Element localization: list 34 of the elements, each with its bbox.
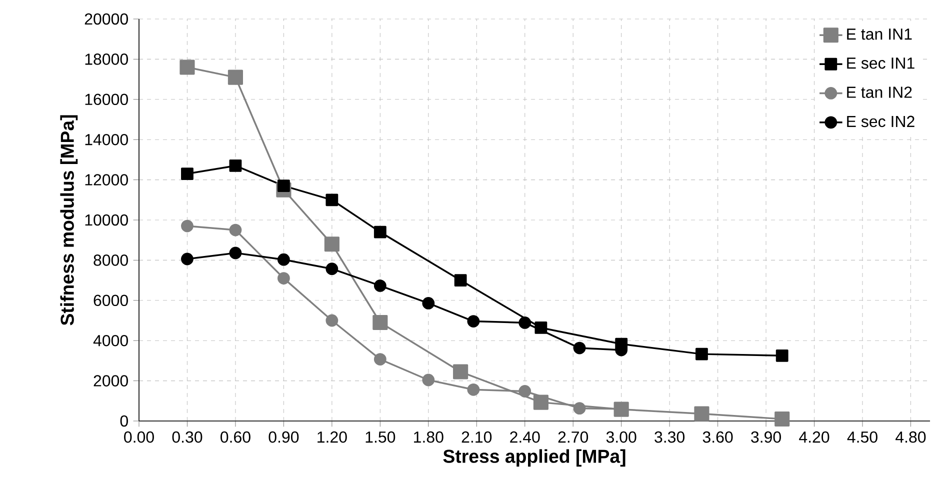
y-tick-label: 14000 xyxy=(85,134,128,146)
y-tick-label: 2000 xyxy=(94,375,128,386)
y-tick-label: 16000 xyxy=(85,94,128,106)
y-tick-label: 12000 xyxy=(85,174,128,186)
x-tick-label: 4.80 xyxy=(896,431,926,443)
x-tick-label: 1.20 xyxy=(318,431,347,443)
x-tick-label: 2.10 xyxy=(462,431,492,443)
legend-label: E tan IN2 xyxy=(847,86,912,98)
y-tick-label: 20000 xyxy=(84,13,128,25)
y-tick-label: 10000 xyxy=(85,214,128,226)
x-tick-label: 0.60 xyxy=(220,431,250,443)
y-tick-label: 18000 xyxy=(85,54,128,65)
legend-label: E sec IN1 xyxy=(847,58,914,69)
x-tick-label: 1.80 xyxy=(414,431,444,443)
x-tick-label: 0.00 xyxy=(124,431,154,443)
x-tick-label: 4.20 xyxy=(799,431,830,443)
legend-label: E sec IN2 xyxy=(847,116,914,128)
x-tick-label: 1.50 xyxy=(366,431,396,443)
x-tick-label: 4.50 xyxy=(847,431,878,443)
x-tick-label: 0.90 xyxy=(268,431,299,443)
x-tick-label: 3.30 xyxy=(654,431,685,443)
y-tick-label: 0 xyxy=(120,415,128,427)
x-tick-label: 0.30 xyxy=(172,431,202,443)
x-axis-title: Stress applied [MPa] xyxy=(443,449,626,467)
x-tick-label: 2.70 xyxy=(558,431,588,443)
x-tick-label: 3.60 xyxy=(702,431,733,443)
x-tick-label: 2.40 xyxy=(510,431,540,443)
legend-label: E tan IN1 xyxy=(847,28,912,40)
y-tick-label: 4000 xyxy=(93,334,128,346)
y-axis-title: Stifness modulus [MPa] xyxy=(60,115,78,326)
y-tick-label: 6000 xyxy=(94,294,128,306)
x-tick-label: 3.00 xyxy=(606,431,636,443)
x-tick-label: 3.90 xyxy=(751,431,781,443)
y-tick-label: 8000 xyxy=(94,254,128,266)
